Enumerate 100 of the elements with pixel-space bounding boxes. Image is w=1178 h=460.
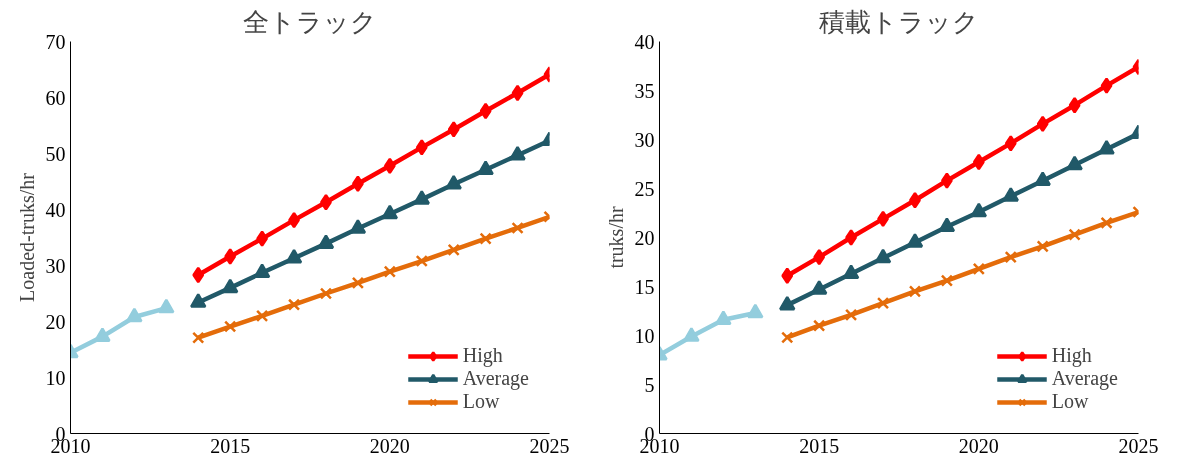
point xyxy=(876,296,890,310)
y-axis-title: truks/hr xyxy=(604,206,627,269)
point xyxy=(126,307,143,323)
point xyxy=(223,320,237,333)
point xyxy=(778,295,796,311)
y-axis-title: Loaded-truks/hr xyxy=(15,172,38,302)
point xyxy=(189,293,207,308)
point xyxy=(874,248,892,264)
point xyxy=(906,233,924,248)
point xyxy=(970,202,988,218)
point xyxy=(1036,115,1049,133)
point xyxy=(747,303,764,319)
point xyxy=(94,327,111,342)
point xyxy=(509,145,526,161)
point xyxy=(447,121,460,138)
point xyxy=(1068,96,1081,114)
point xyxy=(1068,228,1081,241)
point xyxy=(511,84,524,102)
point xyxy=(511,221,524,235)
point xyxy=(351,276,365,290)
point xyxy=(477,160,494,176)
point xyxy=(1034,171,1051,186)
point xyxy=(253,263,271,279)
point xyxy=(842,264,860,280)
point xyxy=(221,278,239,294)
y-tick-label: 50 xyxy=(45,142,66,165)
y-tick-label: 35 xyxy=(634,79,655,102)
x-tick-label: 2020 xyxy=(958,434,999,457)
point xyxy=(319,287,333,300)
point xyxy=(224,248,237,265)
legend-label: Low xyxy=(462,390,500,413)
point xyxy=(192,266,205,284)
point xyxy=(1002,187,1020,202)
y-tick-label: 30 xyxy=(45,254,66,277)
point xyxy=(383,265,397,278)
x-tick-label: 2020 xyxy=(369,434,410,457)
point xyxy=(158,298,175,314)
point xyxy=(781,331,794,344)
point xyxy=(287,298,301,311)
point xyxy=(317,234,335,249)
y-tick-label: 40 xyxy=(634,30,655,53)
legend-label: Average xyxy=(462,367,529,390)
x-tick-label: 2025 xyxy=(529,434,570,457)
point xyxy=(1004,135,1017,152)
chart-title: 積載トラック xyxy=(819,7,979,37)
point xyxy=(908,285,922,298)
point xyxy=(909,192,921,209)
y-tick-label: 20 xyxy=(634,226,655,249)
x-tick-label: 2015 xyxy=(799,434,840,457)
point xyxy=(349,219,367,234)
point xyxy=(1098,139,1115,155)
y-tick-label: 15 xyxy=(634,275,655,298)
point xyxy=(683,327,700,342)
point xyxy=(1004,250,1017,264)
point xyxy=(445,174,462,190)
y-tick-label: 20 xyxy=(45,310,66,333)
y-tick-label: 40 xyxy=(45,198,66,221)
point xyxy=(381,204,399,220)
y-tick-label: 60 xyxy=(45,86,66,109)
point xyxy=(256,230,269,247)
point xyxy=(1036,240,1049,253)
point xyxy=(479,232,492,245)
point xyxy=(813,248,826,266)
point xyxy=(415,254,428,268)
legend-label: High xyxy=(462,344,503,367)
legend-label: High xyxy=(1051,344,1092,367)
point xyxy=(810,280,828,295)
point xyxy=(255,309,269,323)
point xyxy=(351,175,364,192)
point xyxy=(844,308,858,322)
point xyxy=(383,157,396,175)
y-tick-label: 10 xyxy=(45,366,66,389)
point xyxy=(413,190,431,205)
point xyxy=(1100,77,1113,94)
y-tick-label: 70 xyxy=(45,30,66,53)
point xyxy=(447,243,460,257)
point xyxy=(415,139,428,156)
y-tick-label: 10 xyxy=(634,324,655,347)
point xyxy=(972,262,986,276)
point xyxy=(940,172,953,189)
point xyxy=(1066,155,1083,171)
point xyxy=(845,229,858,246)
point xyxy=(192,331,205,344)
legend-label: Low xyxy=(1051,390,1089,413)
point xyxy=(479,102,492,120)
point xyxy=(1100,216,1113,229)
point xyxy=(715,310,732,326)
y-tick-label: 5 xyxy=(644,373,655,396)
point xyxy=(940,274,954,287)
y-tick-label: 30 xyxy=(634,128,655,151)
point xyxy=(781,267,794,284)
point xyxy=(285,248,303,264)
legend-label: Average xyxy=(1051,367,1118,390)
chart-title: 全トラック xyxy=(243,7,377,37)
x-tick-label: 2025 xyxy=(1118,434,1159,457)
point xyxy=(812,319,826,332)
point xyxy=(972,153,985,171)
y-tick-label: 25 xyxy=(634,177,655,200)
x-tick-label: 2015 xyxy=(210,434,251,457)
point xyxy=(938,217,956,233)
